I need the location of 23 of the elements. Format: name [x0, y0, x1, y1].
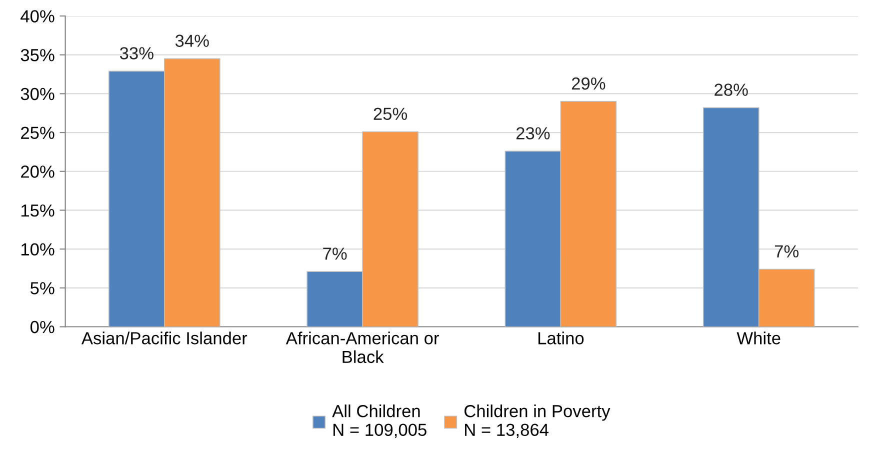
data-label: 33% — [120, 47, 154, 60]
y-tick-label: 5% — [30, 282, 54, 294]
data-label: 7% — [774, 245, 799, 258]
x-tick-label: Latino — [538, 332, 584, 344]
legend-label: Children in Poverty N = 13,864 — [464, 404, 610, 438]
data-label: 25% — [374, 108, 408, 120]
data-label: 28% — [714, 84, 748, 96]
y-tick-label: 35% — [20, 49, 54, 62]
data-label: 23% — [516, 127, 550, 140]
legend-label: All Children N = 109,005 — [332, 404, 426, 438]
y-tick-label: 0% — [30, 320, 54, 334]
y-tick-label: 30% — [20, 88, 54, 100]
y-tick-label: 40% — [20, 10, 54, 22]
y-tick-label: 20% — [21, 166, 54, 178]
y-tick-label: 10% — [21, 243, 54, 256]
y-tick-label: 15% — [21, 204, 54, 217]
data-label: 7% — [323, 248, 347, 260]
x-tick-label: White — [736, 332, 780, 344]
data-label: 29% — [572, 77, 606, 90]
y-tick-label: 25% — [21, 126, 54, 139]
x-tick-label: Asian/Pacific Islander — [81, 332, 248, 344]
x-tick-label: African-American or Black — [286, 332, 439, 364]
data-label: 34% — [175, 34, 209, 47]
